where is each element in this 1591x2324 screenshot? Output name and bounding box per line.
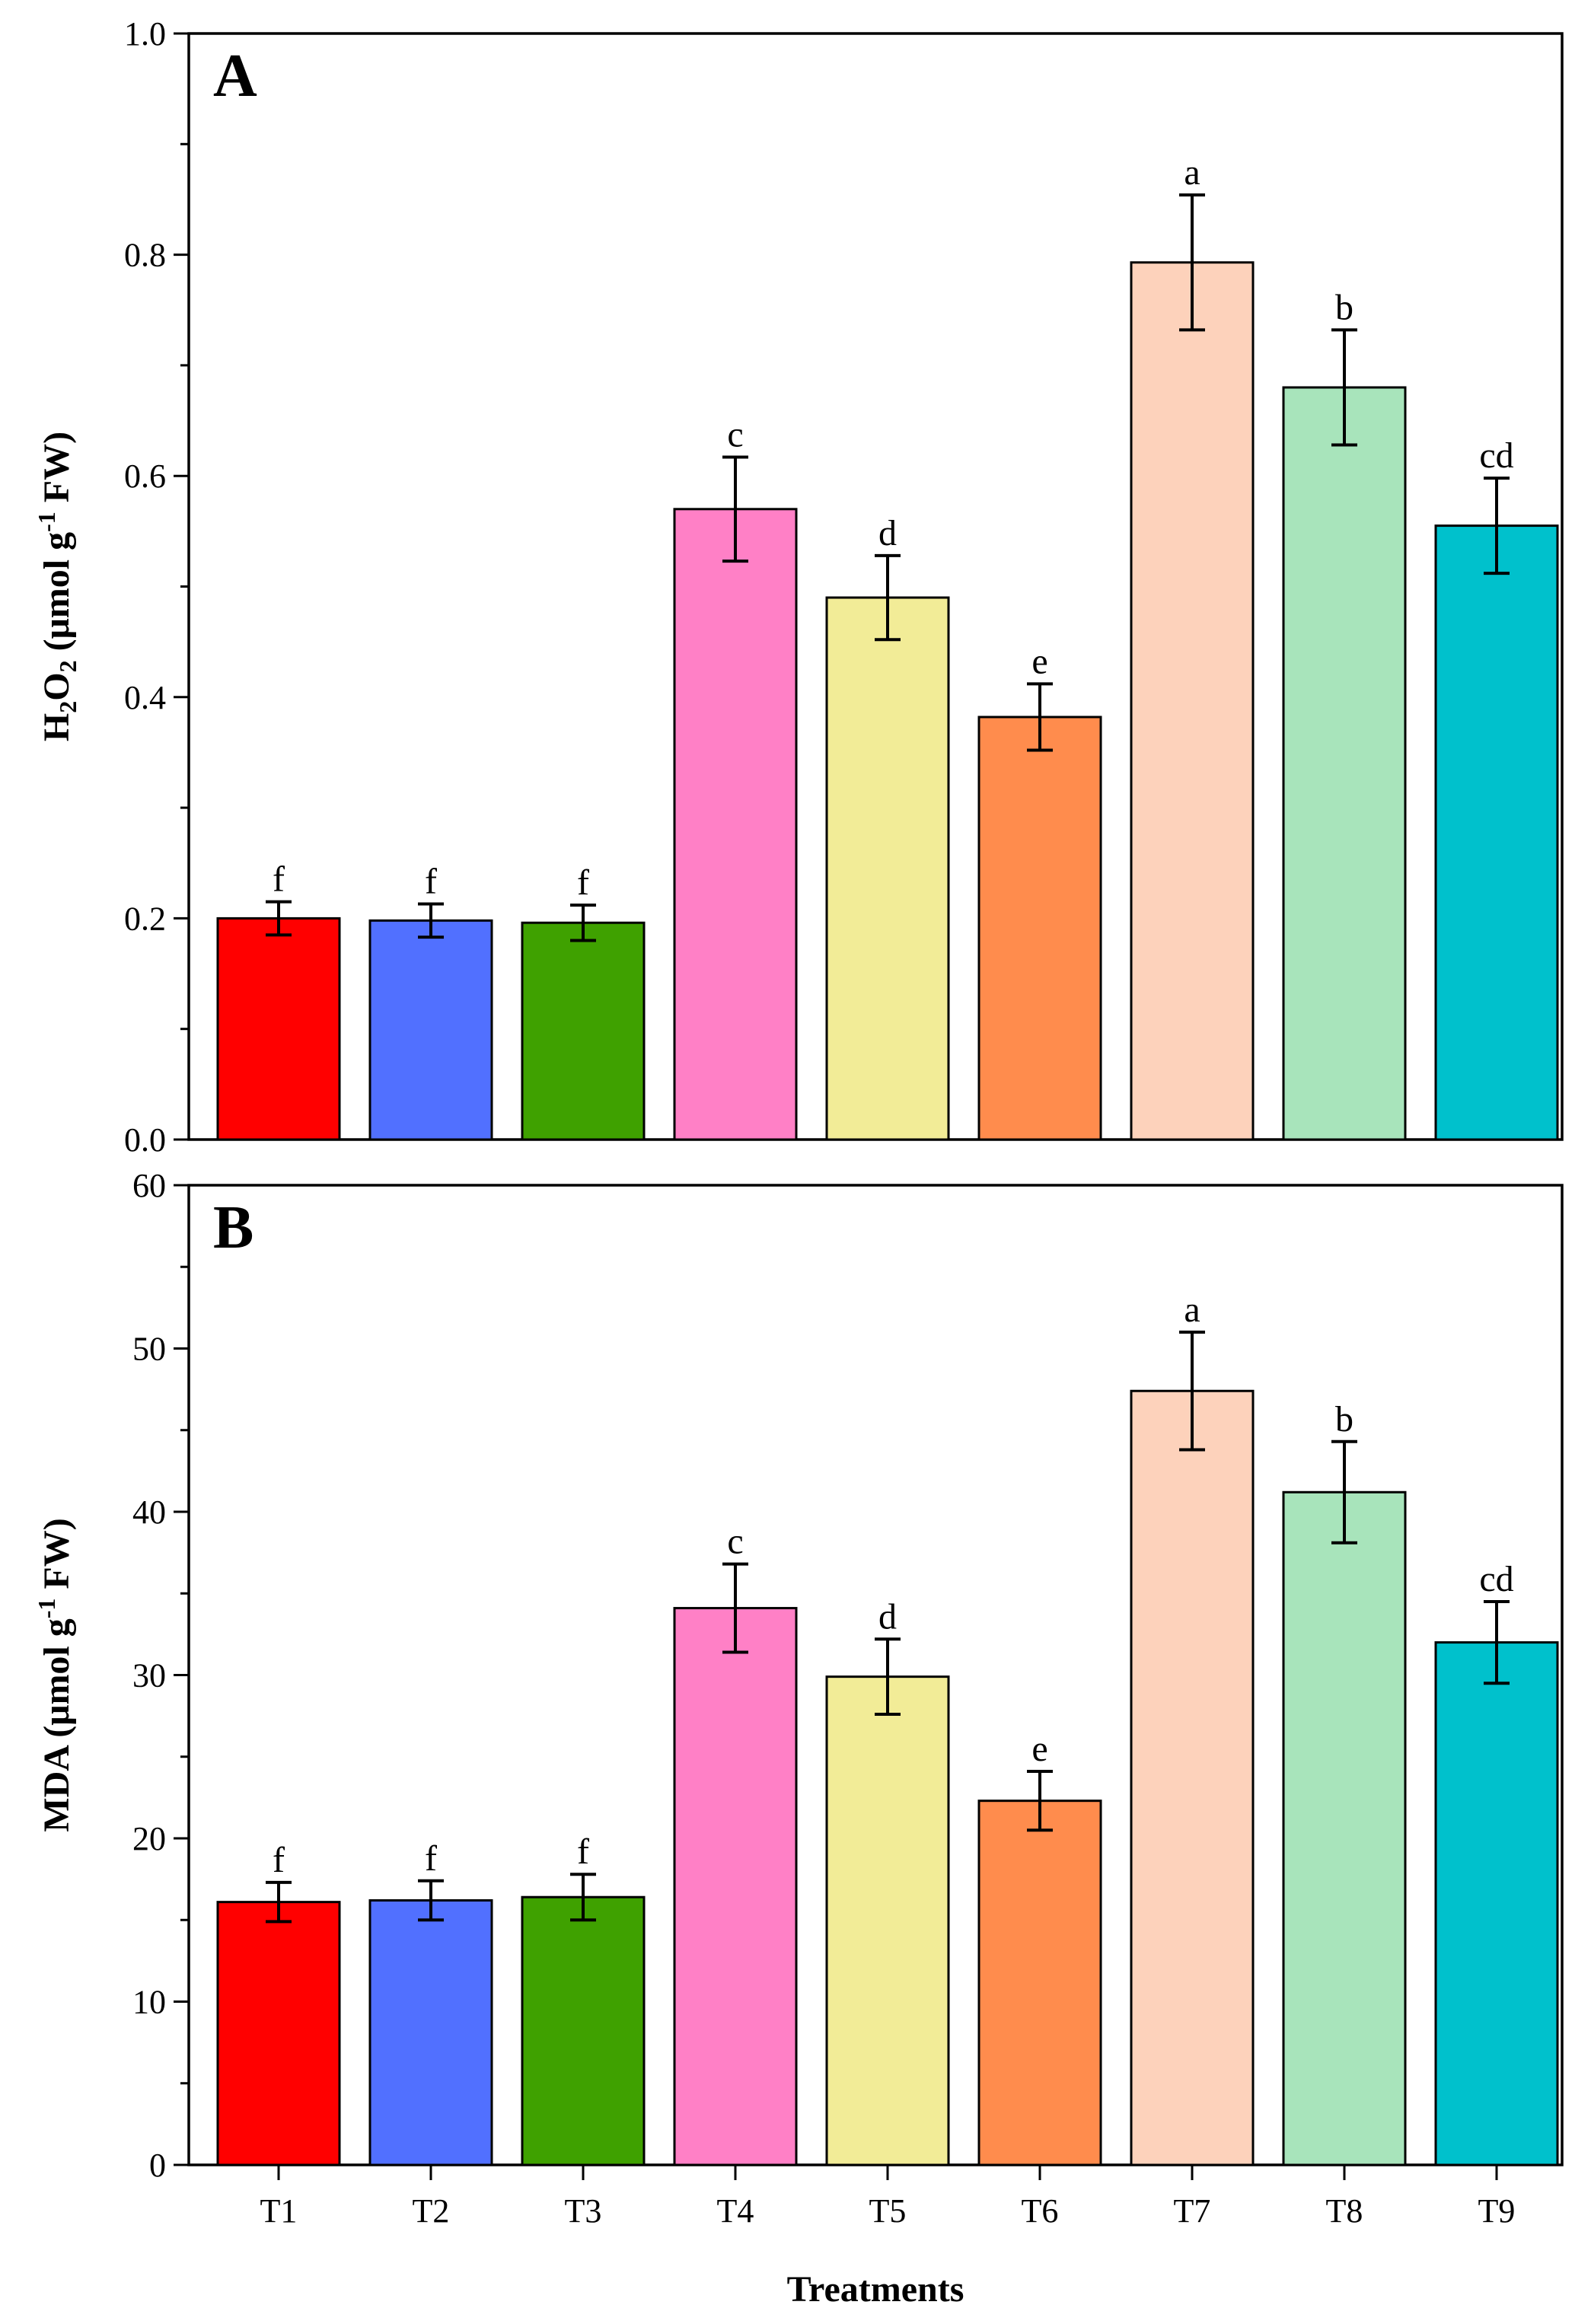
x-tick-label: T6 — [1022, 2192, 1059, 2230]
y-axis-title: MDA (μmol g-1 FW) — [33, 1518, 77, 1831]
significance-label: cd — [1479, 435, 1513, 476]
panel-label: A — [213, 43, 257, 110]
y-tick-label: 0 — [149, 2147, 166, 2184]
x-tick-label: T4 — [717, 2192, 754, 2230]
significance-label: a — [1184, 1290, 1200, 1330]
significance-label: c — [727, 414, 743, 454]
y-tick-label: 10 — [132, 1984, 166, 2021]
significance-label: e — [1031, 641, 1047, 681]
bar-t5 — [825, 596, 950, 1141]
y-tick-label: 0.4 — [124, 679, 166, 716]
bar-t2 — [368, 919, 493, 1141]
y-tick-label: 60 — [132, 1167, 166, 1204]
bar-t1 — [216, 1901, 341, 2166]
significance-label: d — [878, 513, 897, 553]
significance-label: f — [273, 1840, 285, 1880]
y-axis-title: H2O2 (μmol g-1 FW) — [33, 432, 81, 741]
x-tick-label: T8 — [1326, 2192, 1363, 2230]
significance-label: e — [1031, 1729, 1047, 1769]
bar-t8 — [1282, 386, 1407, 1141]
y-tick-label: 40 — [132, 1494, 166, 1531]
x-tick-label: T7 — [1174, 2192, 1211, 2230]
significance-label: a — [1184, 152, 1200, 193]
x-tick-label: T5 — [869, 2192, 907, 2230]
bar-t4 — [673, 1607, 798, 2166]
y-tick-label: 50 — [132, 1331, 166, 1368]
x-tick-label: T1 — [260, 2192, 298, 2230]
bar-t7 — [1130, 261, 1255, 1141]
y-tick-label: 0.2 — [124, 900, 166, 937]
y-tick-label: 30 — [132, 1657, 166, 1694]
significance-label: f — [577, 862, 589, 903]
significance-label: cd — [1479, 1559, 1513, 1599]
bar-t3 — [521, 1895, 646, 2166]
bar-t6 — [977, 716, 1102, 1141]
x-tick-label: T3 — [565, 2192, 602, 2230]
y-tick-label: 1.0 — [124, 15, 166, 53]
y-tick-label: 0.6 — [124, 457, 166, 495]
x-tick-label: T2 — [413, 2192, 450, 2230]
y-tick-label: 0.8 — [124, 237, 166, 274]
x-tick-label: T9 — [1478, 2192, 1516, 2230]
significance-label: b — [1335, 1399, 1353, 1439]
bar-t9 — [1434, 1641, 1559, 2166]
bar-t7 — [1130, 1389, 1255, 2166]
bar-t6 — [977, 1800, 1102, 2166]
significance-label: b — [1335, 287, 1353, 327]
bar-t3 — [521, 921, 646, 1141]
significance-label: f — [577, 1831, 589, 1872]
bar-t8 — [1282, 1490, 1407, 2166]
bar-t9 — [1434, 524, 1559, 1141]
significance-label: f — [273, 859, 285, 900]
x-axis-title: Treatments — [787, 2269, 964, 2310]
y-tick-label: 0.0 — [124, 1121, 166, 1159]
bar-t5 — [825, 1675, 950, 2166]
significance-label: f — [425, 862, 437, 902]
bar-t1 — [216, 917, 341, 1141]
significance-label: d — [878, 1596, 897, 1637]
panel-label: B — [213, 1194, 253, 1261]
significance-label: f — [425, 1838, 437, 1879]
panel-b-chart: 0 10 20 30 40 50 60 f T1 f T2 f T3 c T4 d T5 e T6 a T7 b T8 cd T… — [33, 1167, 1564, 2310]
bar-t2 — [368, 1899, 493, 2166]
y-tick-label: 20 — [132, 1820, 166, 1857]
bar-t4 — [673, 508, 798, 1141]
significance-label: c — [727, 1522, 743, 1562]
